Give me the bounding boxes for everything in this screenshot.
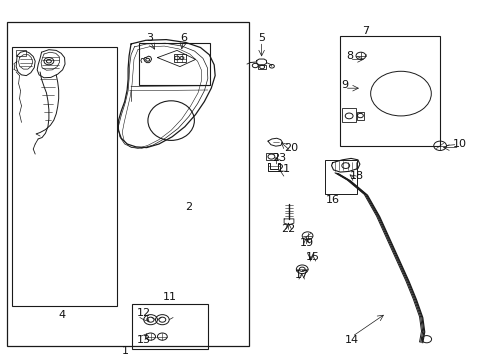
Bar: [339, 36, 439, 146]
Bar: [16, 50, 26, 56]
Text: 6: 6: [180, 33, 186, 43]
Bar: [7, 22, 249, 346]
Text: 13: 13: [137, 335, 151, 345]
Bar: [342, 108, 355, 122]
Text: 21: 21: [276, 164, 290, 174]
Text: 7: 7: [362, 26, 368, 36]
Text: 11: 11: [163, 292, 177, 302]
Text: 20: 20: [284, 143, 297, 153]
Bar: [132, 304, 207, 349]
Bar: [258, 65, 265, 69]
Text: 2: 2: [184, 202, 191, 212]
Text: 1: 1: [122, 346, 129, 356]
Text: 8: 8: [346, 51, 352, 61]
Text: 22: 22: [281, 224, 295, 234]
Text: 9: 9: [341, 80, 347, 90]
Text: 14: 14: [345, 335, 358, 345]
Text: 16: 16: [325, 195, 339, 205]
Bar: [12, 47, 117, 306]
Bar: [325, 160, 356, 194]
Text: 5: 5: [258, 33, 264, 43]
Text: 19: 19: [299, 238, 313, 248]
Bar: [265, 153, 277, 160]
Bar: [173, 54, 185, 62]
Text: 12: 12: [137, 308, 151, 318]
Bar: [139, 43, 210, 85]
Text: 17: 17: [294, 270, 308, 280]
Text: 23: 23: [271, 153, 285, 163]
Text: 4: 4: [59, 310, 65, 320]
Bar: [356, 112, 363, 120]
Text: 10: 10: [452, 139, 466, 149]
Text: 15: 15: [305, 252, 319, 262]
Text: 18: 18: [349, 171, 363, 181]
Text: 3: 3: [146, 33, 153, 43]
